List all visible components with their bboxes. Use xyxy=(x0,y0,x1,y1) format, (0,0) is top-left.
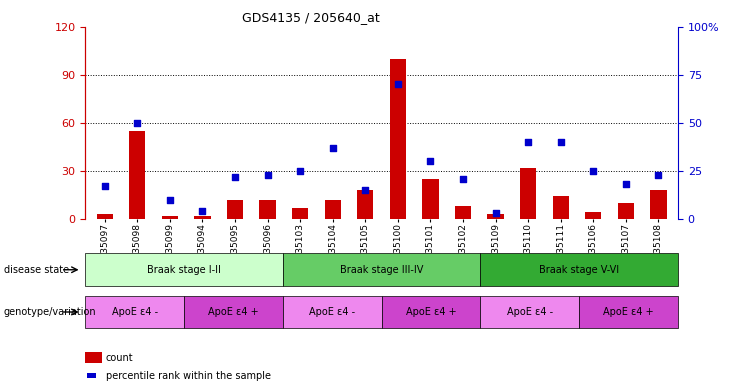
Bar xyxy=(194,216,210,219)
Bar xyxy=(488,214,504,219)
Text: GDS4135 / 205640_at: GDS4135 / 205640_at xyxy=(242,12,380,25)
Text: percentile rank within the sample: percentile rank within the sample xyxy=(106,371,271,381)
Bar xyxy=(585,212,602,219)
Bar xyxy=(520,168,536,219)
Bar xyxy=(162,216,178,219)
Point xyxy=(457,175,469,182)
Bar xyxy=(422,179,439,219)
Bar xyxy=(390,59,406,219)
Text: Braak stage III-IV: Braak stage III-IV xyxy=(340,265,423,275)
Point xyxy=(359,187,371,193)
Point xyxy=(588,168,599,174)
Bar xyxy=(129,131,145,219)
Point xyxy=(164,197,176,203)
Point xyxy=(196,208,208,214)
Text: genotype/variation: genotype/variation xyxy=(4,307,96,317)
Point xyxy=(522,139,534,145)
Point xyxy=(620,181,632,187)
Bar xyxy=(651,190,667,219)
Bar xyxy=(259,200,276,219)
Bar xyxy=(553,197,569,219)
Text: ApoE ε4 +: ApoE ε4 + xyxy=(208,307,259,317)
Bar xyxy=(357,190,373,219)
Point xyxy=(555,139,567,145)
Bar xyxy=(227,200,243,219)
Point xyxy=(425,158,436,164)
Text: ApoE ε4 +: ApoE ε4 + xyxy=(603,307,654,317)
Text: count: count xyxy=(106,353,133,362)
Bar xyxy=(96,214,113,219)
Text: disease state: disease state xyxy=(4,265,69,275)
Bar xyxy=(325,200,341,219)
Text: ApoE ε4 +: ApoE ε4 + xyxy=(406,307,456,317)
Point xyxy=(294,168,306,174)
Text: ApoE ε4 -: ApoE ε4 - xyxy=(112,307,158,317)
Point xyxy=(99,183,110,189)
Bar xyxy=(292,208,308,219)
Text: ApoE ε4 -: ApoE ε4 - xyxy=(309,307,355,317)
Bar xyxy=(455,206,471,219)
Bar xyxy=(618,203,634,219)
Text: ApoE ε4 -: ApoE ε4 - xyxy=(507,307,553,317)
Text: Braak stage V-VI: Braak stage V-VI xyxy=(539,265,619,275)
Point xyxy=(392,81,404,88)
Point xyxy=(262,172,273,178)
Point xyxy=(490,210,502,216)
Point xyxy=(131,120,143,126)
Text: Braak stage I-II: Braak stage I-II xyxy=(147,265,221,275)
Point xyxy=(327,145,339,151)
Point xyxy=(653,172,665,178)
Point xyxy=(229,174,241,180)
